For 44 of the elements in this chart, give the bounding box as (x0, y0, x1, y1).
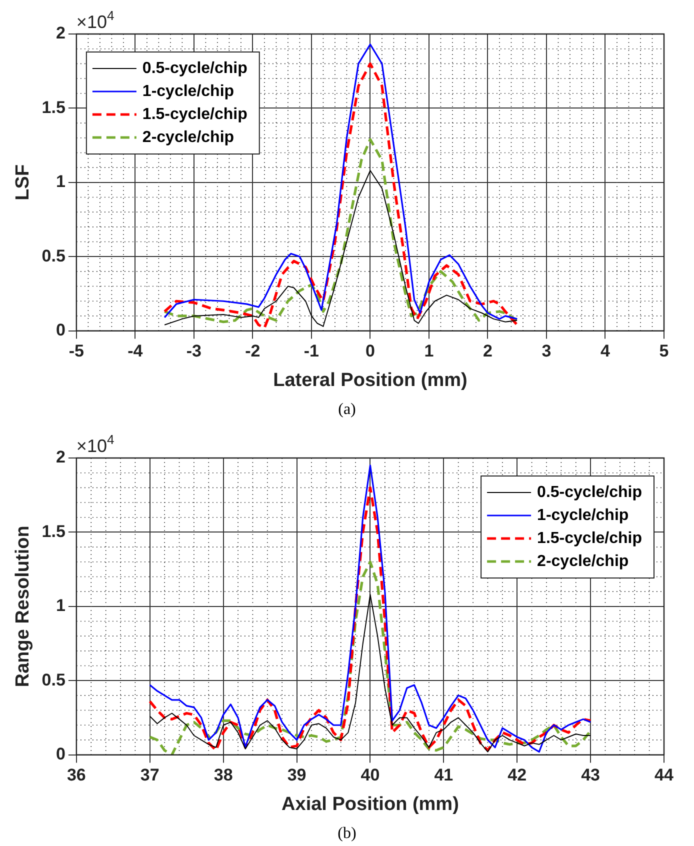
x-tick-label: 37 (140, 766, 160, 785)
x-tick-label: 0 (365, 342, 375, 361)
x-tick-label: -5 (68, 342, 84, 361)
x-tick-label: 36 (66, 766, 86, 785)
x-tick-label: -3 (186, 342, 202, 361)
y-tick-label: 2 (56, 448, 66, 467)
x-tick-label: 5 (659, 342, 669, 361)
x-tick-label: -1 (304, 342, 320, 361)
legend-label: 1.5-cycle/chip (537, 530, 642, 547)
y-axis-title: Range Resolution (12, 526, 34, 688)
text: (b) (336, 824, 358, 844)
x-tick-label: 3 (542, 342, 552, 361)
x-tick-label: 44 (654, 766, 674, 785)
x-tick-label: -4 (128, 342, 144, 361)
x-tick-label: 2 (482, 342, 492, 361)
x-tick-label: 4 (600, 342, 611, 361)
y-tick-label: 0 (56, 320, 66, 340)
y-tick-label: 0 (56, 744, 66, 764)
x-tick-label: 38 (214, 766, 233, 785)
y-tick-label: 1 (56, 172, 66, 192)
legend-label: 1-cycle/chip (142, 82, 234, 100)
legend-label: 2-cycle/chip (142, 128, 234, 146)
legend-label: 2-cycle/chip (537, 552, 629, 570)
x-tick-label: 1 (424, 342, 434, 361)
y-tick-label: 1.5 (42, 98, 66, 117)
text: (a) (337, 400, 357, 420)
x-tick-label: -2 (245, 342, 260, 361)
x-tick-label: 43 (581, 766, 600, 785)
y-tick-label: 2 (56, 24, 66, 43)
y-tick-label: 0.5 (42, 246, 66, 266)
y-tick-label: 1.5 (42, 522, 66, 541)
y-tick-label: 0.5 (42, 670, 66, 690)
x-axis-title: Axial Position (mm) (282, 794, 459, 815)
legend-label: 1-cycle/chip (537, 506, 629, 524)
y-tick-label: 1 (56, 596, 66, 616)
x-tick-label: 39 (287, 766, 306, 785)
legend-label: 0.5-cycle/chip (537, 484, 642, 501)
x-tick-label: 42 (508, 766, 527, 785)
x-axis-title: Lateral Position (mm) (273, 370, 468, 391)
y-axis-title: LSF (12, 164, 34, 200)
x-tick-label: 41 (434, 766, 454, 785)
legend-label: 0.5-cycle/chip (142, 60, 248, 77)
x-tick-label: 40 (360, 766, 380, 785)
legend-label: 1.5-cycle/chip (142, 106, 248, 123)
